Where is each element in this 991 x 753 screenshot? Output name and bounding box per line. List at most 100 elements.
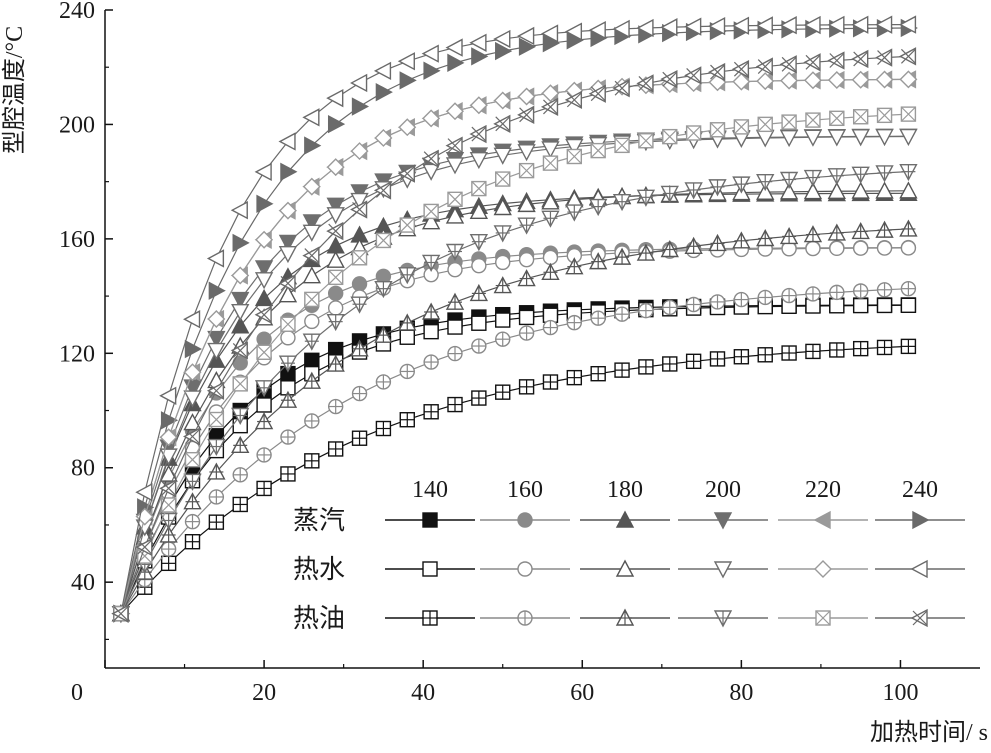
series-蒸汽-200 (111, 128, 918, 624)
data-point (159, 464, 178, 482)
data-point (206, 249, 225, 268)
series-热水-200 (111, 128, 918, 624)
data-point (304, 313, 320, 330)
marker-cross (185, 429, 200, 444)
data-point (827, 15, 845, 35)
marker-cross (686, 125, 702, 141)
marker-cross (280, 316, 296, 332)
marker-cross (161, 480, 177, 496)
marker-cross (375, 182, 391, 198)
series-热油-140 (113, 338, 917, 622)
data-point (756, 72, 775, 91)
marker-cross (423, 203, 439, 219)
data-point (278, 201, 297, 220)
data-point (447, 53, 465, 72)
data-point (542, 249, 559, 266)
legend-entry (580, 608, 670, 626)
data-point (326, 197, 345, 215)
marker-cross (733, 119, 749, 135)
marker-cross (161, 497, 177, 513)
data-point (159, 448, 178, 466)
series-热油-180 (111, 219, 918, 622)
data-point (803, 182, 823, 200)
data-point (565, 138, 584, 157)
data-point (541, 84, 560, 103)
series-line (120, 304, 909, 614)
marker-cross (805, 54, 821, 70)
data-point (373, 61, 392, 81)
data-point (254, 288, 274, 307)
data-point (708, 16, 726, 36)
data-point (900, 240, 917, 256)
series-line (120, 304, 909, 614)
marker-cross (757, 116, 773, 132)
data-point (183, 363, 202, 382)
marker-cross (638, 133, 654, 149)
marker-cross (352, 202, 367, 217)
marker-cross (352, 250, 367, 266)
legend-row-label: 热油 (293, 604, 345, 633)
data-point (423, 61, 441, 80)
data-point (493, 147, 512, 165)
data-point (803, 71, 822, 90)
legend-column-header: 200 (705, 477, 741, 503)
data-point (278, 132, 296, 151)
marker-cross (829, 110, 845, 126)
legend-entry (778, 560, 868, 578)
series-line (120, 288, 909, 614)
legend-entry (875, 510, 965, 530)
marker-cross (912, 610, 928, 626)
data-point (327, 285, 344, 302)
series-line (120, 247, 909, 614)
data-point (814, 560, 832, 578)
marker-cross (471, 181, 487, 197)
data-point (493, 29, 511, 49)
legend-entry (778, 510, 868, 530)
series-line (120, 113, 909, 614)
legend-entry (778, 610, 868, 626)
data-point (803, 129, 823, 147)
data-point (493, 91, 512, 110)
legend-column-header: 140 (412, 477, 448, 503)
data-point (302, 177, 321, 196)
marker-cross (566, 92, 582, 108)
series-热油-220 (113, 106, 917, 622)
marker-cross (495, 116, 511, 132)
data-point (564, 22, 583, 41)
data-point (827, 129, 846, 147)
y-tick-label: 240 (59, 0, 95, 24)
legend-entry (385, 512, 475, 528)
data-point (232, 233, 250, 253)
legend-entry (480, 512, 570, 528)
data-point (256, 331, 272, 347)
data-point (876, 240, 893, 256)
series-热油-240 (111, 47, 917, 623)
data-point (254, 260, 274, 278)
data-point (517, 194, 536, 213)
data-point (827, 181, 846, 199)
data-point (183, 413, 202, 431)
data-point (399, 71, 417, 90)
data-point (780, 71, 799, 90)
data-point (851, 181, 870, 199)
data-point (469, 96, 488, 115)
series-line (120, 55, 909, 614)
data-point (351, 276, 368, 292)
data-point (684, 17, 702, 36)
data-point (517, 144, 536, 162)
series-line (120, 135, 909, 614)
marker-cross (710, 122, 725, 138)
data-point (278, 234, 298, 252)
data-point (588, 20, 606, 40)
data-point (350, 192, 369, 211)
data-point (255, 230, 274, 249)
marker-cross (447, 138, 463, 154)
data-point (542, 34, 560, 53)
series-热油-200 (111, 163, 918, 624)
data-point (899, 70, 918, 89)
data-point (779, 182, 799, 200)
data-point (732, 72, 751, 91)
marker-cross (781, 56, 797, 72)
legend-entry (580, 510, 670, 528)
data-point (612, 19, 630, 39)
